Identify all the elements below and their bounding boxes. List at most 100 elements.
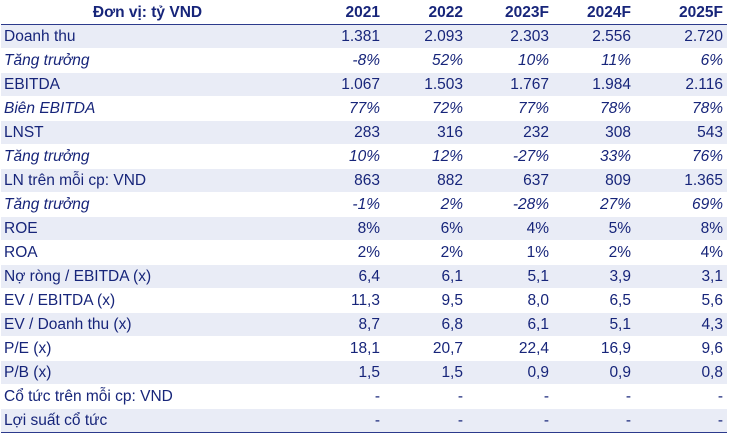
cell-value: 882 xyxy=(384,168,467,193)
cell-value: 3,1 xyxy=(635,264,727,289)
cell-value: 77% xyxy=(467,96,553,121)
cell-value: - xyxy=(635,384,727,409)
cell-value: 8% xyxy=(635,216,727,241)
table-row: LNST 283 316 232 308 543 xyxy=(1,120,727,145)
row-label: LNST xyxy=(1,120,298,145)
column-header: 2024F xyxy=(553,1,635,25)
cell-value: 1,5 xyxy=(384,360,467,385)
cell-value: - xyxy=(467,384,553,409)
cell-value: 10% xyxy=(467,48,553,73)
cell-value: 8,7 xyxy=(298,312,384,337)
cell-value: 52% xyxy=(384,48,467,73)
row-label: Cổ tức trên mỗi cp: VND xyxy=(1,384,298,409)
cell-value: -28% xyxy=(467,192,553,217)
cell-value: 637 xyxy=(467,168,553,193)
cell-value: 0,9 xyxy=(553,360,635,385)
cell-value: 5,1 xyxy=(553,312,635,337)
row-label: Nợ ròng / EBITDA (x) xyxy=(1,264,298,289)
table-row: Tăng trưởng -8% 52% 10% 11% 6% xyxy=(1,48,727,73)
table-row: Biên EBITDA 77% 72% 77% 78% 78% xyxy=(1,96,727,121)
cell-value: 6,8 xyxy=(384,312,467,337)
table-row: Tăng trưởng 10% 12% -27% 33% 76% xyxy=(1,144,727,169)
cell-value: 2.093 xyxy=(384,24,467,49)
table-row: Tăng trưởng -1% 2% -28% 27% 69% xyxy=(1,192,727,217)
cell-value: 6,4 xyxy=(298,264,384,289)
cell-value: - xyxy=(384,384,467,409)
cell-value: 308 xyxy=(553,120,635,145)
cell-value: 9,6 xyxy=(635,336,727,361)
cell-value: 1,5 xyxy=(298,360,384,385)
cell-value: 1.381 xyxy=(298,24,384,49)
cell-value: 6,1 xyxy=(467,312,553,337)
cell-value: 8% xyxy=(298,216,384,241)
cell-value: 4,3 xyxy=(635,312,727,337)
row-label: LN trên mỗi cp: VND xyxy=(1,168,298,193)
cell-value: 2.303 xyxy=(467,24,553,49)
header-row: Đơn vị: tỷ VND 2021 2022 2023F 2024F 202… xyxy=(1,1,727,25)
cell-value: 543 xyxy=(635,120,727,145)
cell-value: 5,6 xyxy=(635,288,727,313)
column-header: 2022 xyxy=(384,1,467,25)
table-row: Cổ tức trên mỗi cp: VND - - - - - xyxy=(1,384,727,409)
column-header: 2023F xyxy=(467,1,553,25)
cell-value: 2.556 xyxy=(553,24,635,49)
cell-value: 78% xyxy=(635,96,727,121)
column-header: 2025F xyxy=(635,1,727,25)
row-label: ROE xyxy=(1,216,298,241)
cell-value: 6,5 xyxy=(553,288,635,313)
cell-value: 4% xyxy=(467,216,553,241)
cell-value: 2.116 xyxy=(635,72,727,97)
cell-value: 0,9 xyxy=(467,360,553,385)
cell-value: - xyxy=(635,408,727,433)
cell-value: 1% xyxy=(467,240,553,265)
cell-value: 1.365 xyxy=(635,168,727,193)
cell-value: 8,0 xyxy=(467,288,553,313)
cell-value: 78% xyxy=(553,96,635,121)
cell-value: 6,1 xyxy=(384,264,467,289)
table-row: EBITDA 1.067 1.503 1.767 1.984 2.116 xyxy=(1,72,727,97)
table-row: Lợi suất cổ tức - - - - - xyxy=(1,408,727,433)
cell-value: 6% xyxy=(635,48,727,73)
cell-value: 1.984 xyxy=(553,72,635,97)
cell-value: 76% xyxy=(635,144,727,169)
row-label: Tăng trưởng xyxy=(1,192,298,217)
cell-value: 20,7 xyxy=(384,336,467,361)
cell-value: 27% xyxy=(553,192,635,217)
cell-value: 809 xyxy=(553,168,635,193)
cell-value: 2% xyxy=(298,240,384,265)
cell-value: 2% xyxy=(384,192,467,217)
cell-value: -1% xyxy=(298,192,384,217)
table-row: ROE 8% 6% 4% 5% 8% xyxy=(1,216,727,241)
cell-value: -8% xyxy=(298,48,384,73)
cell-value: 72% xyxy=(384,96,467,121)
row-label: Tăng trưởng xyxy=(1,48,298,73)
row-label: EBITDA xyxy=(1,72,298,97)
row-label: Tăng trưởng xyxy=(1,144,298,169)
row-label: Doanh thu xyxy=(1,24,298,49)
cell-value: 16,9 xyxy=(553,336,635,361)
cell-value: - xyxy=(384,408,467,433)
table-row: EV / EBITDA (x) 11,3 9,5 8,0 6,5 5,6 xyxy=(1,288,727,313)
cell-value: 863 xyxy=(298,168,384,193)
cell-value: 5,1 xyxy=(467,264,553,289)
cell-value: 6% xyxy=(384,216,467,241)
table-row: Doanh thu 1.381 2.093 2.303 2.556 2.720 xyxy=(1,24,727,49)
cell-value: - xyxy=(298,384,384,409)
cell-value: -27% xyxy=(467,144,553,169)
cell-value: 2% xyxy=(384,240,467,265)
cell-value: 10% xyxy=(298,144,384,169)
row-label: Lợi suất cổ tức xyxy=(1,408,298,433)
cell-value: 316 xyxy=(384,120,467,145)
table-row: Nợ ròng / EBITDA (x) 6,4 6,1 5,1 3,9 3,1 xyxy=(1,264,727,289)
cell-value: 4% xyxy=(635,240,727,265)
table-row: LN trên mỗi cp: VND 863 882 637 809 1.365 xyxy=(1,168,727,193)
row-label: ROA xyxy=(1,240,298,265)
row-label: Biên EBITDA xyxy=(1,96,298,121)
cell-value: 77% xyxy=(298,96,384,121)
cell-value: 11% xyxy=(553,48,635,73)
cell-value: 232 xyxy=(467,120,553,145)
cell-value: 3,9 xyxy=(553,264,635,289)
cell-value: 11,3 xyxy=(298,288,384,313)
cell-value: 69% xyxy=(635,192,727,217)
